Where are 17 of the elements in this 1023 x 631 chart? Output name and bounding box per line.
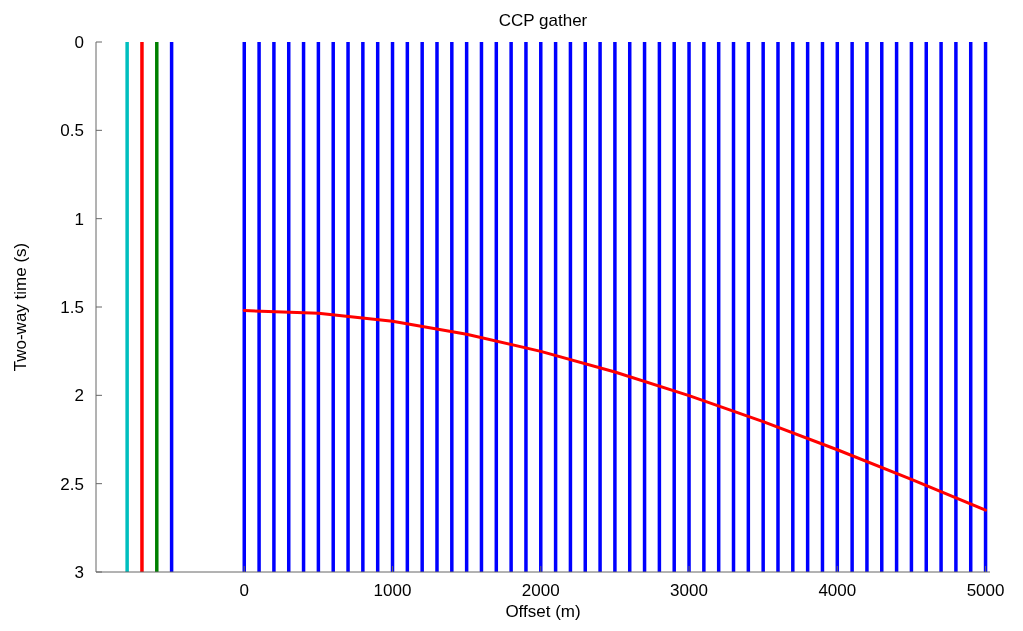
x-axis-title: Offset (m) — [505, 602, 581, 621]
x-tick-label: 0 — [239, 581, 249, 600]
y-tick-label: 2.5 — [60, 474, 84, 494]
line-series — [242, 309, 988, 512]
x-tick-label: 1000 — [373, 581, 412, 600]
y-tick-label: 0 — [74, 32, 84, 52]
chart-title: CCP gather — [498, 11, 588, 30]
x-tick-label: 2000 — [521, 581, 560, 600]
x-tick-label: 4000 — [818, 581, 857, 600]
y-tick-label: 0.5 — [60, 121, 84, 141]
x-tick-label: 3000 — [670, 581, 708, 600]
y-tick-label: 1.5 — [60, 297, 84, 317]
y-tick-label: 3 — [74, 562, 84, 582]
y-axis-title: Two-way time (s) — [11, 242, 30, 372]
x-tick-label: 5000 — [966, 581, 1005, 600]
y-tick-label: 1 — [74, 209, 84, 229]
y-tick-label: 2 — [74, 386, 84, 406]
